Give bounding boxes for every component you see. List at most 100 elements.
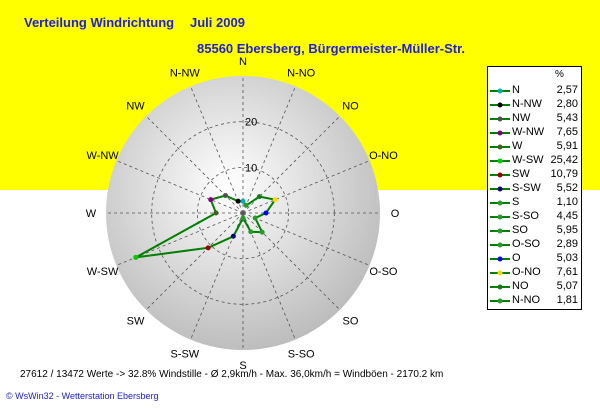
legend-value: 5,91 <box>556 140 578 152</box>
legend-label: SW <box>512 168 530 180</box>
grid-ring-1 <box>196 166 290 260</box>
legend-label: W-SW <box>512 154 544 166</box>
compass-label-sw: SW <box>127 315 145 327</box>
compass-label-n-no: N-NO <box>287 68 316 80</box>
legend-value: 10,79 <box>550 168 578 180</box>
legend-value: 5,95 <box>556 224 578 236</box>
ring-tick-label: 20 <box>245 117 257 129</box>
legend-item-n: N 2,57 <box>488 84 581 98</box>
data-point-n-no <box>243 202 249 208</box>
compass-label-no: NO <box>342 101 359 113</box>
legend-item-so: SO 5,95 <box>488 224 581 238</box>
legend-label: S-SW <box>512 182 541 194</box>
legend-label: S-SO <box>512 210 539 222</box>
data-point-s-sw <box>230 233 236 239</box>
legend-value: 4,45 <box>556 210 578 222</box>
legend: % N 2,57 N-NW 2,80 NW 5,43 W-NW 7,65 W 5,91 W-SW 25… <box>487 66 582 310</box>
grid-spoke <box>145 212 244 311</box>
data-point-o <box>263 210 269 216</box>
legend-marker <box>490 228 510 234</box>
legend-value: 2,89 <box>556 238 578 250</box>
compass-label-n-nw: N-NW <box>170 68 201 80</box>
legend-label: N-NO <box>512 294 541 306</box>
data-point-nw <box>222 192 228 198</box>
legend-marker <box>490 284 510 290</box>
data-point-s <box>240 215 246 221</box>
legend-value: 25,42 <box>550 154 578 166</box>
legend-item-o-so: O-SO 2,89 <box>488 238 581 252</box>
legend-item-o-no: O-NO 7,61 <box>488 266 581 280</box>
data-point-w-nw <box>208 197 214 203</box>
legend-marker <box>490 270 510 276</box>
legend-value: 7,65 <box>556 126 578 138</box>
legend-item-w-nw: W-NW 7,65 <box>488 126 581 140</box>
compass-label-nw: NW <box>126 101 145 113</box>
chart-location: 85560 Ebersberg, Bürgermeister-Müller-St… <box>197 41 466 56</box>
grid-spoke <box>190 86 244 214</box>
grid-spoke <box>242 212 370 266</box>
legend-label: W-NW <box>512 126 545 138</box>
legend-item-n-no: N-NO 1,81 <box>488 294 581 308</box>
legend-item-w-sw: W-SW 25,42 <box>488 154 581 168</box>
legend-item-n-nw: N-NW 2,80 <box>488 98 581 112</box>
legend-label: O-NO <box>512 266 541 278</box>
legend-item-o: O 5,03 <box>488 252 581 266</box>
data-point-n <box>240 198 246 204</box>
compass-label-w-sw: W-SW <box>87 266 119 278</box>
footer-credit: © WsWin32 - Wetterstation Ebersberg <box>6 391 159 401</box>
compass-label-o-so: O-SO <box>369 266 398 278</box>
legend-marker <box>490 298 510 304</box>
legend-marker <box>490 200 510 206</box>
legend-marker <box>490 130 510 136</box>
legend-label: N-NW <box>512 98 542 110</box>
legend-label: NW <box>512 112 531 124</box>
ring-tick-label: 10 <box>245 162 257 174</box>
legend-item-sw: SW 10,79 <box>488 168 581 182</box>
legend-label: O-SO <box>512 238 541 250</box>
compass-label-so: SO <box>343 315 359 327</box>
data-point-o-so <box>252 215 258 221</box>
grid-spoke <box>242 212 341 311</box>
grid-spoke <box>116 160 244 214</box>
legend-item-s-so: S-SO 4,45 <box>488 210 581 224</box>
footer-stats: 27612 / 13472 Werte -> 32.8% Windstille … <box>20 369 444 380</box>
legend-label: O <box>512 252 521 264</box>
legend-value: 5,03 <box>556 252 578 264</box>
data-point-sw <box>205 245 211 251</box>
legend-label: W <box>512 140 523 152</box>
compass-label-o-no: O-NO <box>369 150 398 162</box>
data-point-no <box>256 194 262 200</box>
legend-item-s-sw: S-SW 5,52 <box>488 182 581 196</box>
legend-marker <box>490 88 510 94</box>
legend-marker <box>490 144 510 150</box>
legend-marker <box>490 186 510 192</box>
data-point-so <box>259 229 265 235</box>
legend-unit: % <box>555 69 564 80</box>
legend-marker <box>490 102 510 108</box>
legend-value: 2,80 <box>556 98 578 110</box>
grid-spoke <box>242 212 296 340</box>
legend-label: SO <box>512 224 528 236</box>
legend-label: N <box>512 84 520 96</box>
data-point-s-so <box>248 229 254 235</box>
legend-value: 5,07 <box>556 280 578 292</box>
data-point-o-no <box>272 197 278 203</box>
legend-marker <box>490 172 510 178</box>
grid-spoke <box>242 160 370 214</box>
compass-label-w-nw: W-NW <box>86 150 119 162</box>
compass-label-o: O <box>391 208 400 220</box>
compass-label-s: S <box>239 360 246 372</box>
legend-item-w: W 5,91 <box>488 140 581 154</box>
compass-label-s-sw: S-SW <box>170 348 199 360</box>
legend-marker <box>490 214 510 220</box>
data-point-w <box>213 210 219 216</box>
legend-item-s: S 1,10 <box>488 196 581 210</box>
legend-marker <box>490 242 510 248</box>
compass-label-n: N <box>239 56 247 68</box>
grid-spoke <box>242 86 296 214</box>
grid-spoke <box>242 115 341 214</box>
legend-marker <box>490 256 510 262</box>
grid-spoke <box>190 212 244 340</box>
data-point-n-nw <box>235 198 241 204</box>
legend-value: 1,81 <box>556 294 578 306</box>
